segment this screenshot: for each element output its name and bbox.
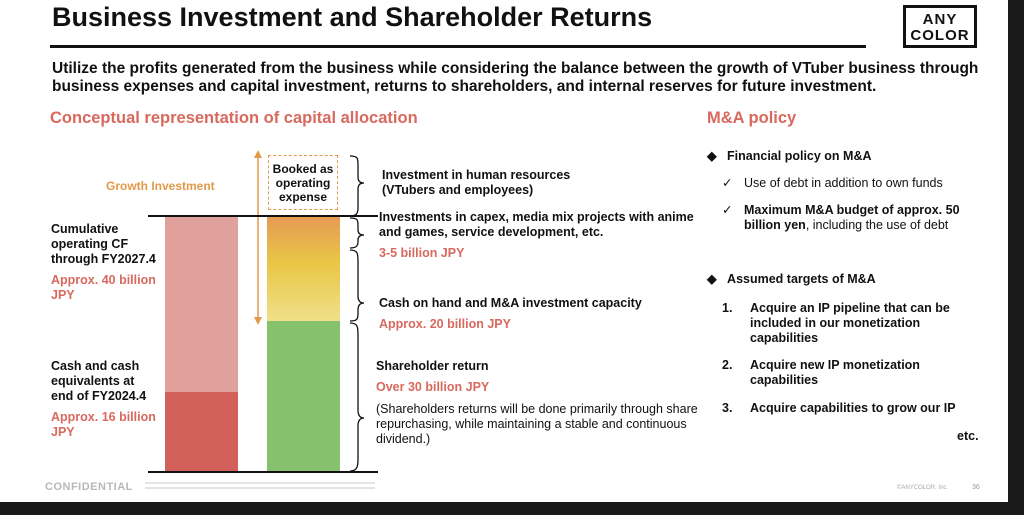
cash-equivalents-amount: Approx. 16 billion JPY [51,410,156,440]
cumulative-cf-line-3: through FY2027.4 [51,252,156,266]
cumulative-cf-line-1: Cumulative [51,222,119,236]
shareholder-return-amount: Over 30 billion JPY [376,380,490,394]
cumulative-cf-amount: Approx. 40 billion JPY [51,273,156,303]
cumulative-cf-bar [165,216,238,392]
financial-item-1: Use of debt in addition to own funds [744,176,943,190]
cumulative-cf-line-2: operating CF [51,237,129,251]
booked-line-3: expense [278,190,328,204]
target-2-line-2: capabilities [750,373,819,387]
cash-equivalents-label: Cash and cash equivalents at end of FY20… [51,359,146,404]
target-1-line-2: included in our monetization [750,316,921,330]
capital-allocation-heading: Conceptual representation of capital all… [50,109,418,127]
financial-policy-title: ◆ Financial policy on M&A [707,149,872,164]
slide: Business Investment and Shareholder Retu… [0,0,1008,502]
logo-line-1: ANY [922,11,958,28]
financial-item-2-line-1: Maximum M&A budget of approx. 50 [744,203,960,217]
growth-investment-label: Growth Investment [106,179,215,193]
brace-group [349,155,365,472]
shareholder-note-line-3: dividend.) [376,432,431,446]
growth-range-arrow [254,150,262,325]
confidentiality-notice-smallprint [145,482,375,489]
diamond-bullet-icon: ◆ [707,149,717,163]
cash-equiv-amount-line-1: Approx. 16 billion [51,410,156,424]
check-icon: ✓ [722,203,733,217]
financial-item-2-rest: , including the use of debt [805,218,949,232]
booked-line-2: operating [275,176,331,190]
target-1-line-3: capabilities [750,331,819,345]
booked-line-1: Booked as [272,162,334,176]
shareholder-return-note: (Shareholders returns will be done prima… [376,402,698,447]
financial-item-2-bold: billion yen [744,218,806,232]
cumulative-cf-label: Cumulative operating CF through FY2027.4 [51,222,156,267]
shareholder-return-bar [267,321,340,471]
target-1: Acquire an IP pipeline that can be inclu… [750,301,950,346]
targets-etc: etc. [957,429,979,443]
cash-equiv-line-1: Cash and cash [51,359,140,373]
cash-equiv-amount-line-2: JPY [51,425,75,439]
diamond-bullet-icon: ◆ [707,272,717,286]
bottom-baseline [148,471,378,473]
human-line-1: Investment in human resources [382,168,571,182]
shareholder-note-line-2: repurchasing, while maintaining a stable… [376,417,687,431]
page-number: 36 [972,484,980,491]
check-icon: ✓ [722,176,733,190]
capex-line-1: Investments in capex, media mix projects… [379,210,694,224]
copyright: ©ANYCOLOR, Inc. [897,485,949,491]
investment-bar [267,216,340,321]
cash-equiv-line-3: end of FY2024.4 [51,389,147,403]
cash-equiv-line-2: equivalents at [51,374,135,388]
capex-line-2: and games, service development, etc. [379,225,604,239]
target-1-line-1: Acquire an IP pipeline that can be [750,301,950,315]
financial-policy-title-text: Financial policy on M&A [727,149,872,163]
shareholder-note-line-1: (Shareholders returns will be done prima… [376,402,698,416]
company-logo: ANY COLOR [903,5,977,48]
target-2-number: 2. [722,358,733,372]
logo-line-2: COLOR [910,27,970,44]
ma-policy-heading: M&A policy [707,109,797,127]
target-3: Acquire capabilities to grow our IP [750,401,956,415]
assumed-targets-title-text: Assumed targets of M&A [727,272,876,286]
confidential-label: CONFIDENTIAL [45,481,133,493]
top-baseline [148,215,378,217]
target-2: Acquire new IP monetization capabilities [750,358,920,388]
financial-item-2: Maximum M&A budget of approx. 50 billion… [744,203,984,233]
human-line-2: (VTubers and employees) [382,183,534,197]
capex-amount: 3-5 billion JPY [379,246,465,260]
cash-equivalents-bar [165,392,238,471]
human-resources-label: Investment in human resources (VTubers a… [382,168,570,198]
target-1-number: 1. [722,301,733,315]
cumulative-cf-amount-line-2: JPY [51,288,75,302]
page-title: Business Investment and Shareholder Retu… [52,2,653,32]
cumulative-cf-amount-line-1: Approx. 40 billion [51,273,156,287]
cash-ma-amount: Approx. 20 billion JPY [379,317,511,331]
booked-as-expense-box: Booked as operating expense [268,155,338,210]
capex-label: Investments in capex, media mix projects… [379,210,694,240]
shareholder-return-label: Shareholder return [376,359,489,373]
target-3-number: 3. [722,401,733,415]
page-subtitle: Utilize the profits generated from the b… [52,60,979,95]
title-divider [50,45,866,48]
target-2-line-1: Acquire new IP monetization [750,358,920,372]
assumed-targets-title: ◆ Assumed targets of M&A [707,272,876,287]
cash-ma-label: Cash on hand and M&A investment capacity [379,296,642,310]
